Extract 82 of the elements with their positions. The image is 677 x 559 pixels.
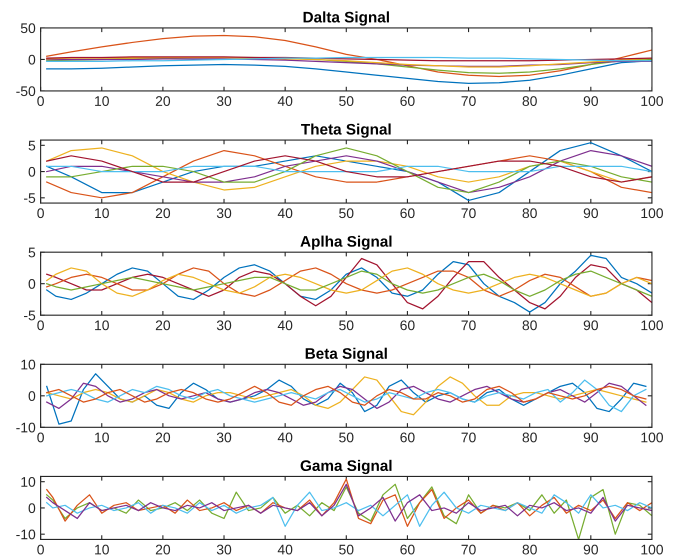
x-tick-label: 50: [339, 320, 354, 330]
y-tick-label: 10: [21, 360, 36, 370]
x-tick-label: 0: [37, 432, 44, 442]
x-tick-label: 80: [522, 544, 537, 554]
x-tick-label: 20: [156, 320, 170, 330]
x-tick-label: 30: [216, 432, 232, 442]
x-tick-label: 30: [216, 320, 232, 330]
x-tick-label: 30: [216, 208, 232, 218]
x-tick-label: 40: [278, 432, 292, 442]
y-tick-label: 0: [28, 166, 36, 177]
x-tick-label: 10: [95, 208, 109, 218]
x-tick-label: 80: [522, 320, 537, 330]
x-tick-label: 40: [278, 96, 292, 106]
x-tick-label: 90: [584, 208, 598, 218]
x-tick-label: 90: [584, 432, 598, 442]
x-tick-label: 40: [278, 320, 292, 330]
x-tick-label: 20: [156, 544, 170, 554]
y-tick-label: 0: [28, 54, 36, 65]
chart-title: Beta Signal: [306, 348, 387, 362]
x-tick-label: 50: [339, 432, 354, 442]
y-tick-label: 0: [28, 279, 36, 289]
x-tick-label: 100: [641, 320, 663, 330]
x-tick-label: 40: [278, 208, 292, 218]
x-tick-label: 10: [95, 320, 109, 330]
x-tick-label: 20: [156, 96, 170, 106]
x-tick-label: 60: [400, 320, 415, 330]
chart-title: Dalta Signal: [304, 11, 389, 26]
x-tick-label: 100: [641, 96, 663, 106]
x-tick-label: 80: [522, 208, 537, 218]
y-tick-label: -5: [24, 193, 36, 203]
x-tick-label: 40: [278, 544, 292, 554]
x-tick-label: 70: [462, 544, 476, 554]
y-tick-label: 5: [28, 248, 36, 258]
x-tick-label: 90: [584, 96, 598, 106]
x-tick-label: 60: [400, 432, 415, 442]
x-tick-label: 30: [216, 544, 232, 554]
x-tick-label: 10: [95, 432, 109, 442]
x-tick-label: 30: [216, 96, 232, 106]
x-tick-label: 70: [462, 320, 476, 330]
chart-title: Aplha Signal: [300, 236, 392, 250]
x-tick-label: 90: [584, 544, 598, 554]
x-tick-label: 60: [400, 208, 415, 218]
x-tick-label: 70: [462, 432, 476, 442]
x-tick-label: 70: [462, 96, 476, 106]
x-tick-label: 100: [641, 544, 663, 554]
y-tick-label: -50: [16, 86, 36, 96]
y-tick-label: -10: [16, 422, 36, 432]
line-series: [46, 155, 652, 183]
y-tick-label: 5: [28, 140, 36, 150]
x-tick-label: 60: [400, 544, 415, 554]
y-tick-label: 10: [21, 477, 36, 487]
x-tick-label: 80: [522, 432, 537, 442]
x-tick-label: 20: [156, 432, 170, 442]
x-tick-label: 0: [37, 96, 44, 106]
x-tick-label: 100: [641, 432, 663, 442]
line-series: [46, 484, 652, 540]
chart-title: Theta Signal: [301, 123, 391, 138]
x-tick-label: 10: [95, 544, 109, 554]
line-series: [46, 478, 652, 527]
y-tick-label: 0: [28, 391, 36, 401]
x-tick-label: 20: [156, 208, 170, 218]
line-series: [46, 142, 652, 202]
x-tick-label: 80: [522, 96, 537, 106]
x-tick-label: 50: [339, 96, 354, 106]
x-tick-label: 0: [37, 320, 44, 330]
y-tick-label: 0: [28, 503, 36, 514]
x-tick-label: 0: [37, 208, 44, 218]
x-tick-label: 100: [641, 208, 663, 218]
line-series: [46, 34, 652, 78]
x-tick-label: 50: [339, 544, 354, 554]
y-tick-label: -10: [16, 530, 36, 540]
x-tick-label: 60: [400, 96, 415, 106]
x-tick-label: 50: [339, 208, 354, 218]
y-tick-label: -5: [24, 310, 36, 320]
y-tick-label: 50: [20, 23, 36, 34]
x-tick-label: 0: [37, 544, 44, 554]
x-tick-label: 90: [584, 320, 598, 330]
x-tick-label: 70: [462, 208, 476, 218]
x-tick-label: 10: [95, 96, 109, 106]
chart-title: Gama Signal: [300, 460, 392, 474]
line-series: [46, 492, 652, 527]
line-series: [46, 484, 652, 522]
